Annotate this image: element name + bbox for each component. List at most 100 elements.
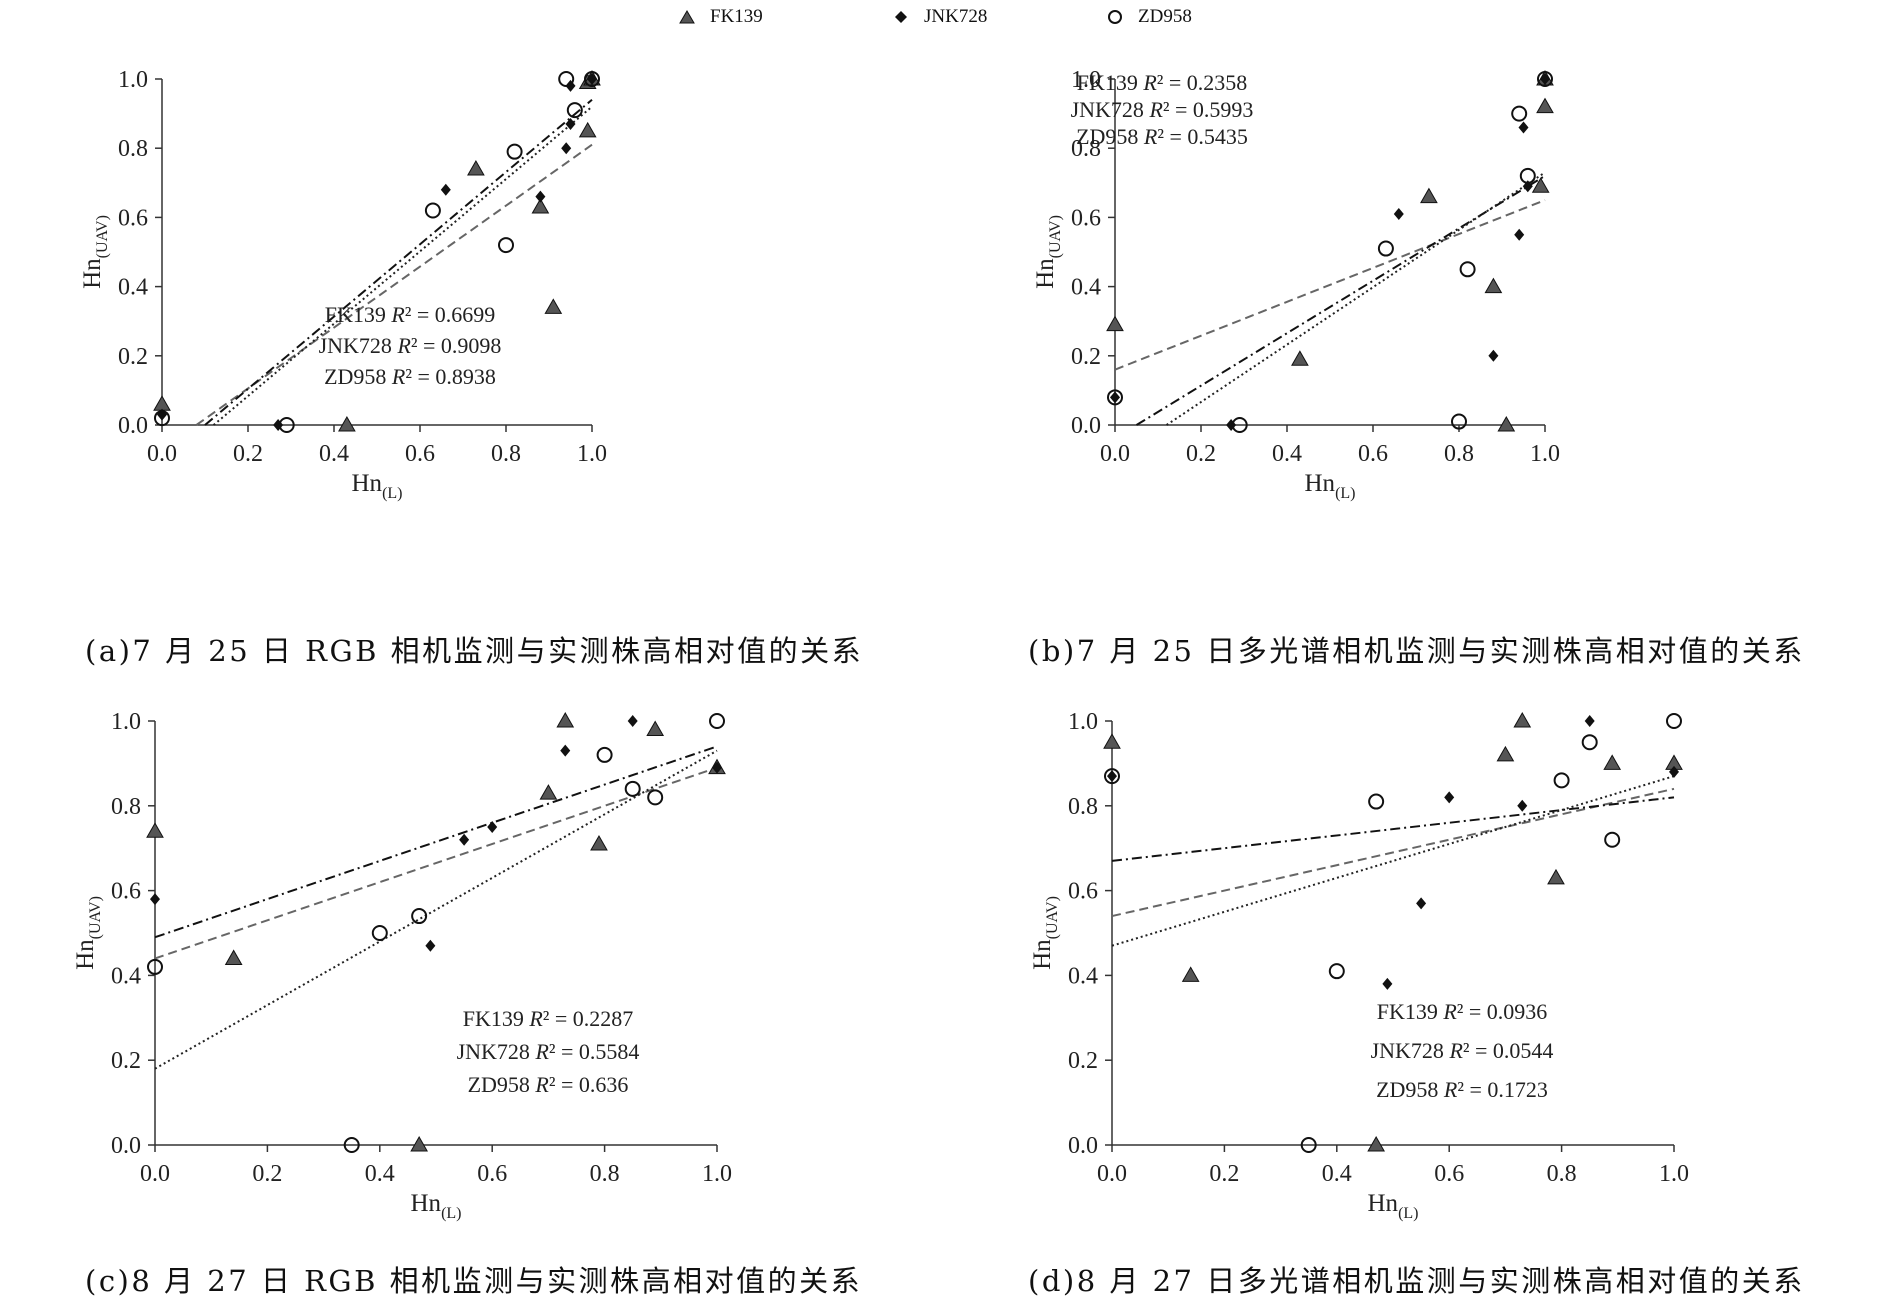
y-tick-label: 0.0 [111,1133,141,1159]
data-point-fk139 [467,159,485,176]
r2-annotation-fk139: FK139 R² = 0.2287 [463,1006,634,1031]
data-point-jnk728 [587,73,597,85]
data-point-zd958 [1300,1137,1317,1153]
x-tick-label: 1.0 [1659,1161,1689,1187]
x-tick-label: 0.4 [1322,1161,1352,1187]
data-point-zd958 [1104,768,1120,785]
y-tick-label: 0.6 [1071,205,1101,231]
legend-label-jnk728: JNK728 [924,6,988,27]
data-point-zd958 [1581,734,1598,751]
data-point-fk139 [1497,415,1516,432]
data-point-fk139 [1603,754,1622,770]
scatter-chart-a: 0.0 0.2 0.4 0.6 0.8 1.0 0.0 0.2 0.4 0.6 0.8 1.0 Hn(L… [79,67,607,502]
data-point-zd958 [371,925,388,941]
fit-line-fk139 [195,143,593,426]
caption-d: (d)8 月 27 日多光谱相机监测与实测株高相对值的关系 [1028,1264,1805,1298]
x-tick-label: 0.2 [252,1161,282,1187]
x-tick-label: 0.6 [1358,441,1388,467]
x-tick-label: 0.4 [365,1161,395,1187]
data-point-fk139 [1420,187,1438,204]
data-point-zd958 [1666,713,1682,729]
data-point-fk139 [1536,97,1554,114]
y-tick-label: 0.2 [111,1048,141,1074]
data-point-jnk728 [1107,770,1117,783]
data-point-jnk728 [1540,73,1550,85]
fit-line-fk139 [1114,199,1546,371]
r2-annotation-zd958: ZD958 R² = 0.636 [468,1072,629,1097]
data-point-zd958 [411,908,428,925]
data-point-fk139 [1181,966,1200,982]
x-tick-label: 0.4 [319,441,349,467]
x-tick-label: 0.0 [147,441,177,467]
data-point-fk139 [338,415,356,432]
data-point-zd958 [596,746,613,763]
data-point-zd958 [1537,71,1553,87]
x-axis-label: Hn(L) [1305,470,1356,502]
y-axis-label: Hn(UAV) [1032,215,1064,289]
x-tick-label: 0.8 [1547,1161,1577,1187]
data-point-zd958 [1377,240,1394,257]
y-tick-label: 0.2 [1068,1048,1098,1074]
r2-annotation-zd958: ZD958 R² = 0.8938 [324,364,496,389]
y-tick-label: 0.0 [1071,413,1101,439]
data-point-zd958 [1553,772,1570,789]
r2-annotation-fk139: FK139 R² = 0.2358 [1077,70,1248,95]
fit-line-jnk728 [1111,796,1675,862]
data-point-jnk728 [565,79,576,92]
r2-annotation-zd958: ZD958 R² = 0.5435 [1076,124,1248,149]
data-point-zd958 [1231,417,1248,433]
chart-panel-d: 0.0 0.2 0.4 0.6 0.8 1.0 0.0 0.2 0.4 0.6 0.8 1.0 Hn(L… [990,690,1710,1230]
y-tick-label: 0.8 [118,136,148,162]
data-point-jnk728 [1110,391,1120,404]
y-tick-label: 0.4 [1068,963,1098,989]
data-point-jnk728 [1488,349,1499,362]
data-point-jnk728 [560,744,571,757]
data-point-fk139 [1547,868,1565,885]
y-tick-label: 1.0 [1071,67,1101,93]
data-point-jnk728 [425,939,436,952]
data-point-jnk728 [487,821,498,833]
r2-annotation-fk139: FK139 R² = 0.6699 [325,302,496,327]
y-tick-label: 0.6 [111,879,141,905]
data-point-jnk728 [150,893,160,906]
data-point-fk139 [1496,745,1515,762]
data-point-zd958 [506,143,523,160]
y-tick-label: 1.0 [1068,709,1098,735]
data-point-fk139 [531,198,550,214]
data-point-zd958 [1511,105,1528,122]
data-point-jnk728 [459,833,470,846]
chart-panel-a: 0.0 0.2 0.4 0.6 0.8 1.0 0.0 0.2 0.4 0.6 0.8 1.0 Hn(L… [40,60,760,600]
fit-line-fk139 [154,766,718,960]
data-point-jnk728 [1393,207,1404,220]
x-tick-label: 0.0 [1097,1161,1127,1187]
data-point-fk139 [1106,315,1124,332]
r2-annotation-zd958: ZD958 R² = 0.1723 [1376,1077,1548,1102]
data-point-zd958 [647,789,664,806]
x-tick-label: 0.0 [140,1161,170,1187]
y-tick-label: 1.0 [118,67,148,93]
data-point-fk139 [646,720,665,736]
data-point-jnk728 [440,183,451,196]
fit-line-jnk728 [204,98,593,426]
triangle-marker-icon [676,8,698,26]
x-tick-label: 0.8 [491,441,521,467]
scatter-chart-b: 0.0 0.2 0.4 0.6 0.8 1.0 0.0 0.2 0.4 0.6 0.8 1.0 Hn(L… [1032,67,1560,502]
data-point-zd958 [154,410,170,427]
data-point-zd958 [1604,831,1621,848]
x-tick-label: 0.6 [477,1161,507,1187]
data-point-jnk728 [712,761,722,774]
data-point-jnk728 [1669,765,1679,778]
y-tick-label: 0.0 [118,413,148,439]
data-point-jnk728 [627,715,638,727]
caption-b: (b)7 月 25 日多光谱相机监测与实测株高相对值的关系 [1028,634,1805,668]
data-point-fk139 [544,298,563,314]
scatter-chart-d: 0.0 0.2 0.4 0.6 0.8 1.0 0.0 0.2 0.4 0.6 0.8 1.0 Hn(L… [1029,709,1689,1222]
y-tick-label: 0.4 [1071,275,1101,301]
legend-label-zd958: ZD958 [1138,6,1192,27]
data-point-zd958 [1519,167,1536,184]
x-tick-label: 0.8 [1444,441,1474,467]
data-point-fk139 [1531,177,1550,193]
y-tick-label: 0.6 [1068,879,1098,905]
y-tick-label: 0.8 [1071,136,1101,162]
data-point-zd958 [566,102,583,119]
